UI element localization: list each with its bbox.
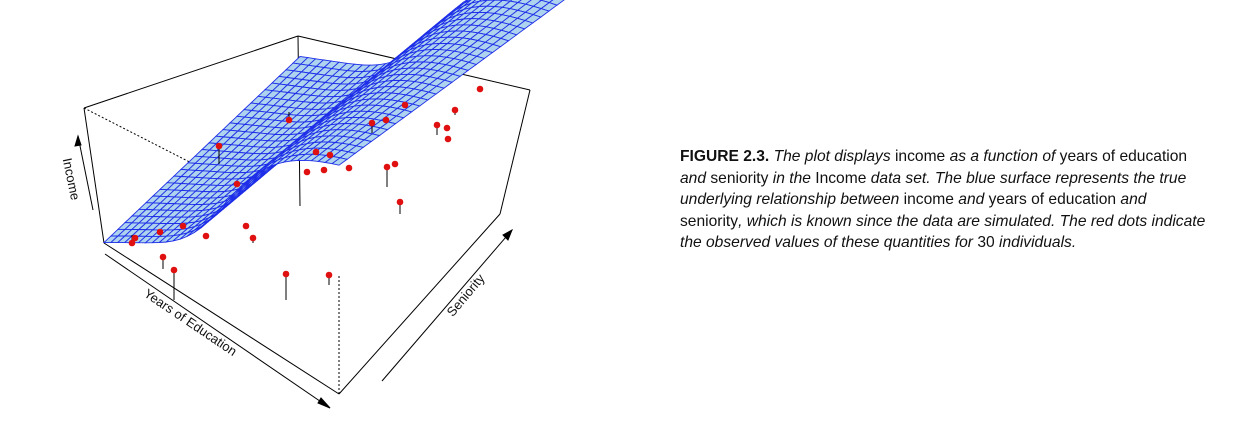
surface-mesh: [102, 0, 565, 244]
caption-segment: , which is known since the data are simu…: [680, 212, 1206, 252]
caption-segment: and: [1120, 191, 1147, 208]
caption-segment: and: [680, 169, 707, 187]
observation-point: [476, 85, 484, 93]
caption-segment: seniority: [706, 169, 773, 187]
caption-segment: seniority: [680, 212, 739, 230]
box-edge-top-left: [83, 35, 299, 109]
figure-label: FIGURE 2.3.: [680, 148, 770, 165]
caption-segment: Income: [810, 169, 871, 187]
box-edge-right-vertical: [499, 89, 531, 215]
figure-caption: FIGURE 2.3. The plot displays income as …: [680, 146, 1210, 254]
box-edge-left-vertical: [83, 107, 105, 244]
caption-segment: years of education: [1055, 148, 1188, 165]
box-edge-hidden-diagonal: [83, 107, 216, 176]
observation-point: [131, 234, 139, 242]
observation-point: [443, 124, 451, 132]
observation-point: [128, 239, 136, 247]
surface-cell: [331, 157, 349, 166]
caption-segment: The plot displays: [773, 148, 891, 165]
observation-point: [156, 228, 164, 236]
caption-segment: data set. The blue surface represents th…: [680, 169, 1187, 209]
caption-segment: income: [890, 148, 950, 165]
observation-point: [312, 148, 320, 156]
observation-point: [368, 119, 376, 127]
y-axis-arrowhead: [502, 228, 513, 241]
caption-segment: income: [899, 191, 959, 208]
z-axis-label: Income: [60, 157, 84, 202]
observation-point: [215, 142, 223, 150]
caption-segment: individuals.: [999, 234, 1077, 251]
observation-point: [179, 222, 187, 230]
observation-point: [285, 116, 293, 124]
observation-point: [383, 163, 391, 171]
axis-arrows: [74, 134, 513, 409]
income-3d-surface-plot: Income Years of Education Seniority: [60, 0, 565, 409]
x-axis-arrow: [104, 253, 331, 409]
observation-point: [391, 160, 399, 168]
caption-segment: and: [958, 191, 985, 208]
observation-point: [282, 270, 290, 278]
observation-point: [233, 180, 241, 188]
observation-point: [401, 101, 409, 109]
observation-point: [433, 121, 441, 129]
y-axis-label: Seniority: [444, 271, 488, 320]
observation-point: [396, 198, 404, 206]
box-edge-bottom-front: [103, 242, 340, 395]
observations: [128, 85, 484, 300]
caption-segment: years of education: [984, 191, 1121, 208]
observation-point: [170, 266, 178, 274]
observation-point: [303, 168, 311, 176]
observation-point: [320, 166, 328, 174]
y-axis-arrow: [381, 229, 513, 382]
observation-point: [345, 164, 353, 172]
observation-point: [325, 271, 333, 279]
observation-point: [451, 106, 459, 114]
x-axis-arrowhead: [317, 397, 331, 409]
z-axis-arrow: [77, 135, 94, 211]
caption-segment: in the: [772, 169, 811, 187]
caption-segment: 30: [973, 234, 1000, 251]
z-axis-arrowhead: [74, 134, 82, 147]
x-axis-label: Years of Education: [141, 286, 239, 359]
observation-point: [159, 253, 167, 261]
observation-point: [202, 232, 210, 240]
caption-segment: as a function of: [949, 148, 1056, 165]
observation-point: [326, 151, 334, 159]
box-edge-bottom-right: [338, 213, 501, 395]
caption-body: The plot displays income as a function o…: [680, 148, 1205, 251]
observation-point: [242, 222, 250, 230]
observation-point: [444, 135, 452, 143]
observation-point: [382, 116, 390, 124]
observation-point: [249, 234, 257, 242]
